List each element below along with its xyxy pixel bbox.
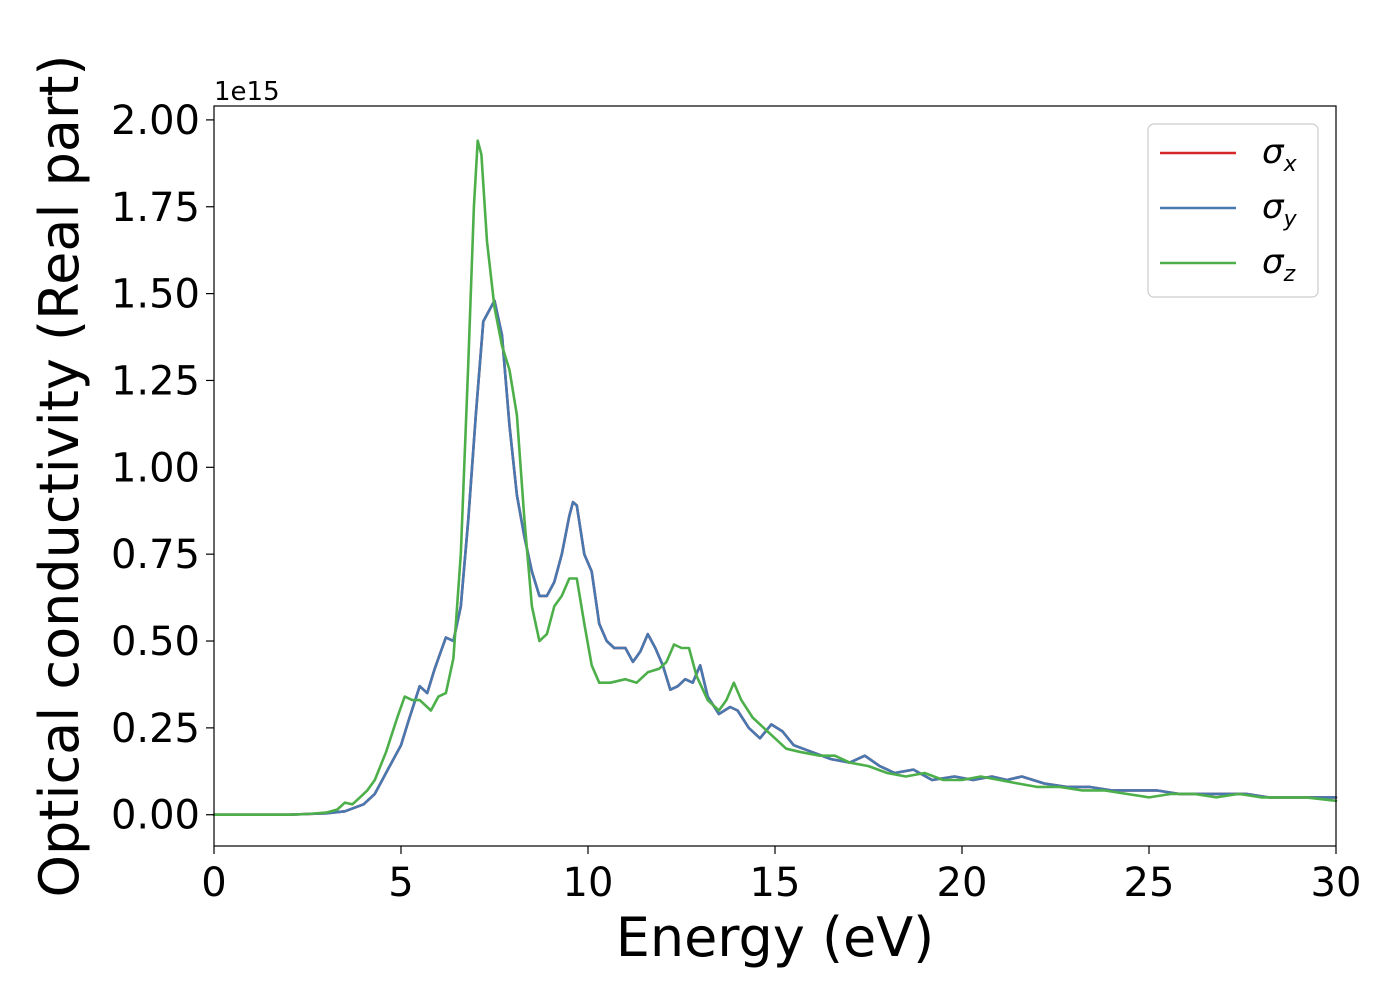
x-tick-label: 15 [750, 860, 801, 906]
y-tick-label: 1.00 [111, 445, 200, 491]
y-tick-label: 1.25 [111, 358, 200, 404]
y-axis-ticks: 0.00 0.25 0.50 0.75 1.00 1.25 1.50 1.75 2.00 [111, 98, 214, 839]
y-axis-label: Optical conductivity (Real part) [28, 55, 91, 898]
series-line-z [212, 139, 1338, 816]
x-axis-label: Energy (eV) [616, 906, 935, 969]
y-tick-label: 2.00 [111, 98, 200, 144]
y-tick-label: 0.75 [111, 532, 200, 578]
x-tick-label: 10 [563, 860, 614, 906]
y-tick-label: 1.50 [111, 272, 200, 318]
y-tick-label: 0.50 [111, 619, 200, 665]
legend-label-z: σz [1262, 242, 1296, 287]
x-tick-label: 20 [937, 860, 988, 906]
y-tick-label: 0.00 [111, 793, 200, 839]
x-tick-label: 0 [201, 860, 226, 906]
y-tick-label: 0.25 [111, 706, 200, 752]
legend-label-x: σx [1262, 132, 1298, 177]
x-tick-label: 25 [1124, 860, 1175, 906]
x-tick-label: 5 [388, 860, 413, 906]
x-axis-ticks: 0 5 10 15 20 25 30 [201, 846, 1361, 906]
legend-entries: σx σy σz [1160, 132, 1298, 287]
x-tick-label: 30 [1311, 860, 1362, 906]
series-line-y [212, 299, 1338, 816]
series-lines [212, 139, 1338, 816]
legend-box [1147, 123, 1319, 298]
legend: σx σy σz [1147, 123, 1319, 298]
legend-label-y: σy [1262, 187, 1298, 232]
y-offset-label: 1e15 [214, 77, 280, 107]
y-tick-label: 1.75 [111, 185, 200, 231]
